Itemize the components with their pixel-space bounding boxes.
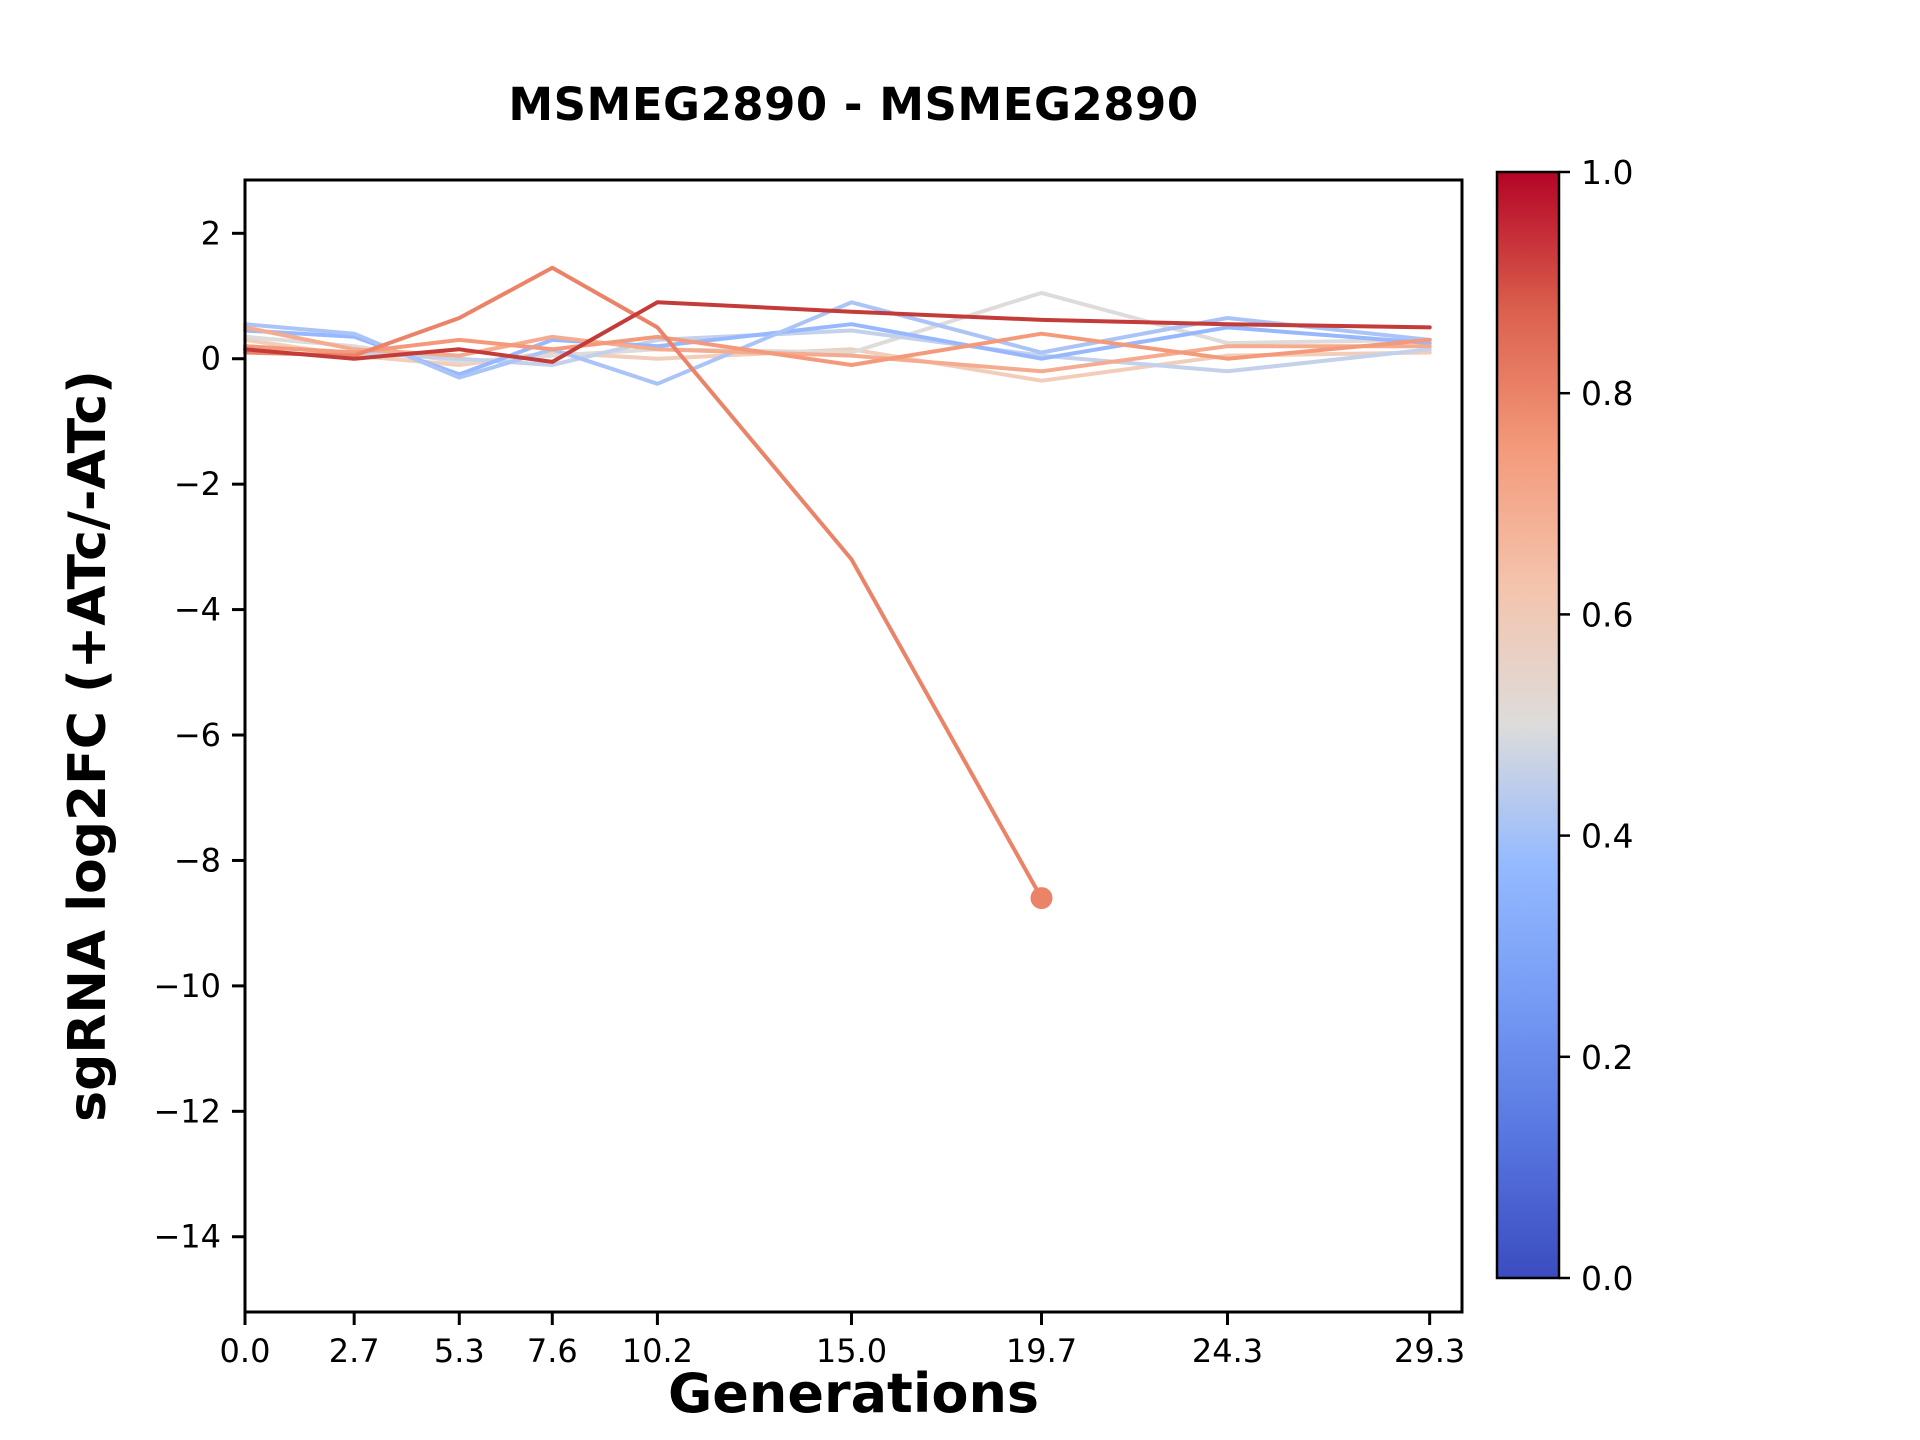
x-tick-label: 0.0 xyxy=(220,1332,271,1370)
x-tick-label: 10.2 xyxy=(622,1332,693,1370)
series-line-1 xyxy=(243,337,1432,383)
y-tick-label: 2 xyxy=(201,214,221,252)
x-tick-label: 5.3 xyxy=(434,1332,485,1370)
y-tick-label: −12 xyxy=(153,1092,221,1130)
plot-border xyxy=(243,178,1464,1314)
x-tick-label: 19.7 xyxy=(1006,1332,1077,1370)
chart-title: MSMEG2890 - MSMEG2890 xyxy=(508,78,1199,131)
colorbar-tick-label: 0.4 xyxy=(1581,817,1633,856)
series-line-7 xyxy=(243,331,1432,367)
y-tick-label: −6 xyxy=(174,716,221,754)
colorbar-border xyxy=(1495,170,1561,1280)
y-tick-label: −2 xyxy=(174,465,221,503)
x-tick-label: 24.3 xyxy=(1192,1332,1263,1370)
x-tick-label: 2.7 xyxy=(329,1332,380,1370)
y-tick-label: −10 xyxy=(153,967,221,1005)
colorbar-gradient xyxy=(1497,172,1559,1278)
series-endpoint-marker xyxy=(1030,887,1053,910)
colorbar-tick-label: 0.6 xyxy=(1581,595,1633,634)
x-tick-label: 15.0 xyxy=(816,1332,887,1370)
series-line-8 xyxy=(243,265,1044,901)
colorbar-tick-label: 0.0 xyxy=(1581,1259,1633,1298)
colorbar-tick-label: 0.8 xyxy=(1581,374,1633,413)
x-axis-label: Generations xyxy=(667,1362,1040,1425)
x-tick-label: 29.3 xyxy=(1394,1332,1465,1370)
y-tick-label: −8 xyxy=(174,841,221,879)
colorbar-tick-label: 1.0 xyxy=(1581,153,1633,192)
y-tick-label: −14 xyxy=(153,1218,221,1256)
series-line-6 xyxy=(243,325,1432,374)
colorbar-tick-label: 0.2 xyxy=(1581,1038,1633,1077)
y-tick-label: −4 xyxy=(174,591,221,629)
series-line-9 xyxy=(243,300,1432,364)
x-tick-label: 7.6 xyxy=(527,1332,578,1370)
y-tick-label: 0 xyxy=(201,340,221,378)
